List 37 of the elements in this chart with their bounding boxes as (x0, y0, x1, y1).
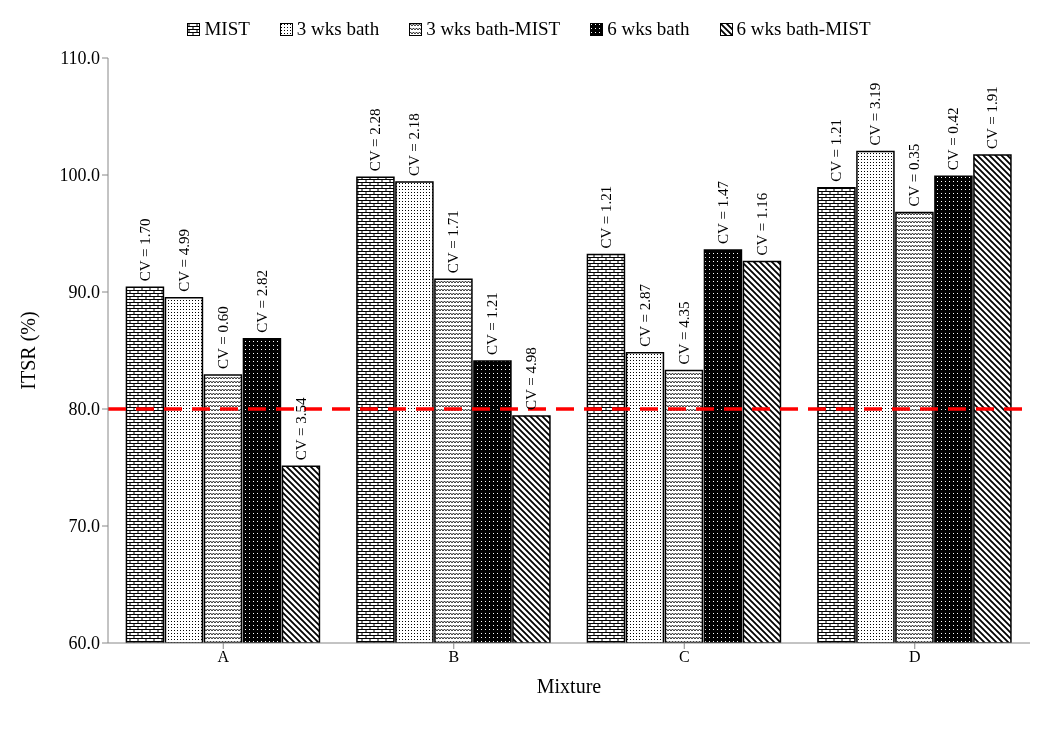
annotation: CV = 3.54 (292, 397, 309, 461)
annotation: CV = 2.18 (406, 113, 423, 177)
annotation: CV = 0.35 (906, 143, 923, 207)
x-tick-label: D (908, 648, 921, 666)
annotation: CV = 4.98 (523, 347, 540, 411)
x-tick-label: C (678, 648, 690, 666)
legend-label: 3 wks bath-MIST (426, 18, 561, 40)
legend-label: 3 wks bath (296, 18, 380, 40)
annotation: CV = 0.42 (945, 107, 962, 171)
annotation: CV = 1.91 (984, 86, 1001, 150)
y-axis-title: ITSR (%) (17, 311, 41, 390)
legend-label: MIST (204, 18, 250, 40)
annotation: CV = 4.99 (175, 229, 192, 292)
annotation: CV = 1.47 (714, 180, 731, 244)
annotation: CV = 2.28 (367, 108, 384, 172)
annotation: CV = 1.71 (445, 210, 462, 274)
annotation: CV = 2.82 (253, 270, 270, 333)
x-axis-title: Mixture (536, 675, 602, 697)
legend-label: 6 wks bath (607, 18, 690, 40)
annotation: CV = 4.35 (675, 301, 692, 365)
x-tick-label: B (448, 648, 460, 666)
y-tick-label: 100.0 (59, 165, 100, 186)
y-tick-label: 80.0 (68, 399, 100, 420)
annotation: CV = 3.19 (867, 82, 884, 146)
annotation: CV = 1.21 (828, 119, 845, 182)
y-tick-label: 70.0 (68, 516, 100, 537)
annotation: CV = 0.60 (214, 306, 231, 370)
legend-label: 6 wks bath-MIST (736, 18, 871, 40)
x-tick-label: A (217, 648, 230, 666)
y-tick-label: 110.0 (60, 48, 100, 69)
annotation: CV = 1.16 (753, 192, 770, 256)
annotation: CV = 2.87 (636, 283, 653, 347)
y-tick-label: 90.0 (68, 282, 100, 303)
annotation: CV = 1.21 (484, 292, 501, 356)
annotation: CV = 1.70 (136, 218, 153, 282)
y-tick-label: 60.0 (68, 633, 100, 654)
annotation: CV = 1.21 (597, 185, 614, 249)
